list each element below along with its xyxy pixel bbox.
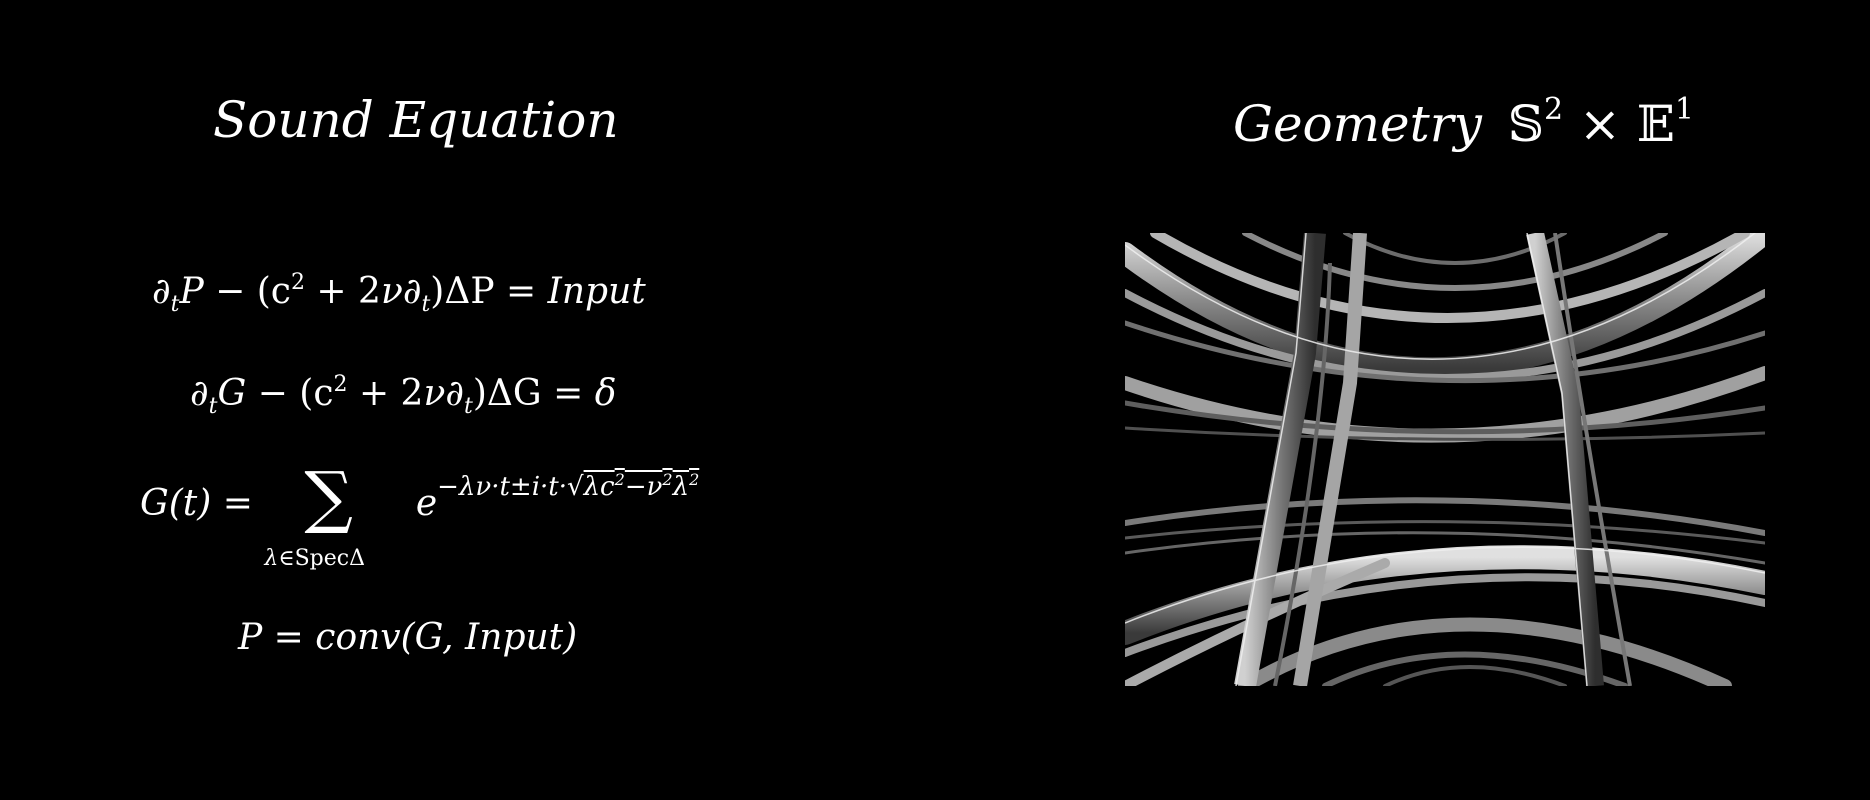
- left-panel-title: Sound Equation: [213, 91, 619, 149]
- sum-operator: ∑ λ∈SpecΔ: [264, 458, 365, 571]
- equation-pressure: ∂tP − (c2 + 2ν∂t)ΔP = Input: [152, 270, 646, 317]
- equation-spectral-sum: G(t) = ∑ λ∈SpecΔ e−λν·t±i·t·√λc2−ν2λ2: [140, 458, 700, 571]
- geometry-render-image: [1125, 233, 1765, 686]
- ribbon-lattice-illustration: [1125, 233, 1765, 686]
- equation-convolution: P = conv(G, Input): [238, 617, 578, 658]
- exponent: −λν·t±i·t·√λc2−ν2λ2: [437, 470, 700, 502]
- right-panel-title: Geometry 𝕊2 × 𝔼1: [1233, 92, 1694, 153]
- equation-green-function: ∂tG − (c2 + 2ν∂t)ΔG = δ: [190, 372, 617, 419]
